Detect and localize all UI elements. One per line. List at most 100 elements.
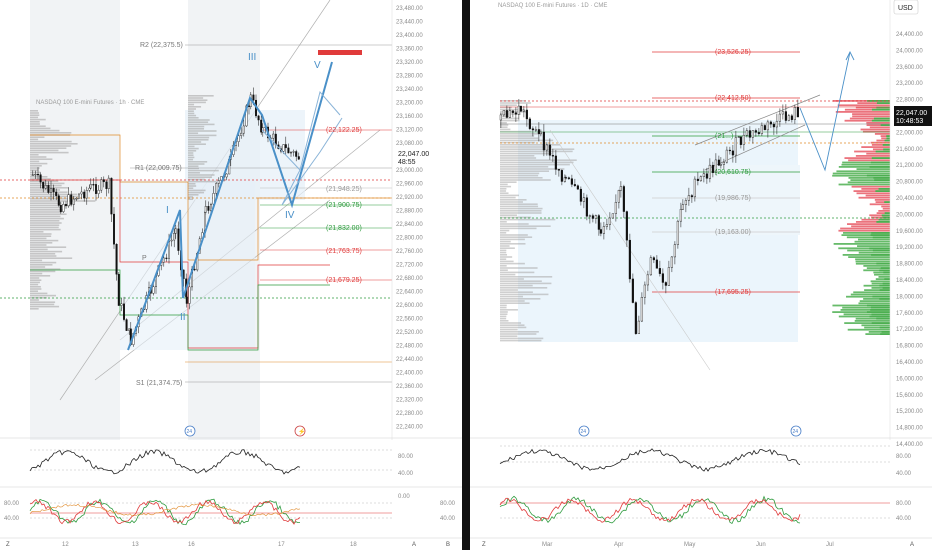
candle-body bbox=[796, 107, 799, 118]
level-label: (21,832.00) bbox=[326, 225, 362, 232]
vp-bar bbox=[871, 232, 890, 234]
zoom-button[interactable]: Z bbox=[6, 542, 10, 548]
vp-bar bbox=[832, 304, 890, 307]
vp-bar bbox=[30, 127, 51, 130]
candle-body bbox=[790, 115, 793, 120]
time-label: Jul bbox=[826, 542, 834, 548]
left-chart-canvas[interactable]: I II III IV V R2 (22,375.5) (22,122.25) … bbox=[0, 0, 462, 550]
price-axis-label: 22,960.00 bbox=[396, 182, 423, 188]
price-axis-label: 22,800.00 bbox=[896, 98, 923, 104]
vp-bar bbox=[858, 238, 890, 241]
layout-b-button[interactable]: B bbox=[446, 542, 450, 548]
zone-box bbox=[120, 180, 255, 350]
step-line bbox=[30, 269, 330, 351]
vp-bar bbox=[838, 229, 890, 232]
vp-bar bbox=[879, 269, 890, 272]
projection-path bbox=[261, 117, 343, 206]
candle-body bbox=[585, 197, 588, 217]
level-label: (19,986.75) bbox=[715, 195, 751, 202]
vp-bar bbox=[30, 283, 39, 286]
candle-body bbox=[605, 224, 608, 227]
vp-bar bbox=[500, 262, 525, 265]
vp-bar bbox=[863, 298, 890, 300]
vp-bar bbox=[188, 165, 199, 167]
price-axis-label: 22,880.00 bbox=[396, 209, 423, 215]
dividend-icon[interactable] bbox=[578, 425, 590, 437]
candle-body bbox=[297, 156, 300, 160]
level-label: (21,679.25) bbox=[326, 277, 362, 284]
vp-bar bbox=[30, 297, 48, 299]
vp-bar bbox=[30, 228, 61, 231]
vp-bar bbox=[500, 304, 507, 307]
candle-body bbox=[714, 159, 717, 173]
vp-bar bbox=[500, 190, 507, 192]
vp-bar bbox=[851, 225, 890, 228]
candle-body bbox=[115, 243, 118, 275]
price-axis-label: 22,400.00 bbox=[396, 371, 423, 377]
vp-bar bbox=[857, 245, 890, 247]
right-chart-pane[interactable]: (23,526.25) (22,412.50) (21...) (20,610.… bbox=[470, 0, 932, 550]
candle-body bbox=[728, 149, 731, 152]
vp-bar bbox=[866, 122, 890, 124]
vp-bar bbox=[30, 233, 52, 235]
candle-body bbox=[240, 132, 243, 136]
candle-body bbox=[576, 185, 579, 190]
vp-bar bbox=[30, 149, 59, 152]
stoch-axis-label: 0.00 bbox=[398, 494, 410, 500]
vp-bar bbox=[30, 270, 56, 273]
vp-bar bbox=[500, 166, 549, 168]
price-axis-label: 21,600.00 bbox=[896, 147, 923, 153]
vp-bar bbox=[863, 284, 890, 287]
vp-bar bbox=[500, 124, 509, 126]
vp-bar bbox=[30, 301, 56, 303]
vp-bar bbox=[500, 245, 510, 247]
candle-body bbox=[284, 144, 287, 149]
vp-bar bbox=[188, 119, 210, 121]
dividend-icon[interactable] bbox=[184, 425, 196, 437]
currency-button[interactable] bbox=[893, 0, 919, 15]
earnings-icon[interactable] bbox=[790, 425, 802, 437]
vp-bar bbox=[30, 308, 39, 310]
vp-bar bbox=[500, 328, 518, 331]
vp-bar bbox=[188, 103, 195, 106]
candle-body bbox=[679, 209, 682, 222]
candle-body bbox=[602, 226, 605, 234]
vp-bar bbox=[30, 255, 57, 257]
auto-scale-button[interactable]: A bbox=[412, 542, 416, 548]
vp-bar bbox=[882, 144, 890, 146]
vp-bar bbox=[500, 172, 540, 175]
vp-bar bbox=[832, 172, 890, 175]
vp-bar bbox=[876, 317, 890, 320]
vp-bar bbox=[30, 272, 43, 275]
vp-bar bbox=[500, 150, 573, 153]
vp-bar bbox=[30, 200, 96, 202]
vp-bar bbox=[30, 248, 48, 251]
vp-bar bbox=[188, 178, 205, 181]
level-label: (21,763.75) bbox=[326, 248, 362, 255]
price-axis-label: 20,400.00 bbox=[896, 196, 923, 202]
vp-bar bbox=[875, 190, 890, 192]
countdown: 48:55 bbox=[398, 159, 416, 166]
pane-divider[interactable] bbox=[462, 0, 470, 550]
candle-body bbox=[766, 121, 769, 131]
zoom-button[interactable]: Z bbox=[482, 542, 486, 548]
vp-bar bbox=[30, 231, 44, 233]
vp-bar bbox=[856, 192, 890, 195]
flash-icon[interactable] bbox=[294, 425, 306, 437]
vp-bar bbox=[30, 237, 47, 240]
vp-bar bbox=[500, 267, 538, 269]
left-chart-pane[interactable]: I II III IV V R2 (22,375.5) (22,122.25) … bbox=[0, 0, 462, 550]
time-label: 12 bbox=[62, 542, 69, 548]
level-label: (23,526.25) bbox=[715, 49, 751, 56]
vp-bar bbox=[840, 227, 890, 230]
price-axis-label: 23,080.00 bbox=[396, 141, 423, 147]
vp-bar bbox=[500, 216, 532, 219]
vp-bar bbox=[188, 117, 199, 119]
price-axis-label: 23,320.00 bbox=[396, 60, 423, 66]
candle-body bbox=[564, 177, 567, 179]
vp-bar bbox=[843, 232, 890, 234]
vp-bar bbox=[30, 290, 39, 292]
vp-bar bbox=[500, 137, 539, 139]
right-chart-canvas[interactable]: (23,526.25) (22,412.50) (21...) (20,610.… bbox=[470, 0, 932, 550]
auto-scale-button[interactable]: A bbox=[910, 542, 914, 548]
